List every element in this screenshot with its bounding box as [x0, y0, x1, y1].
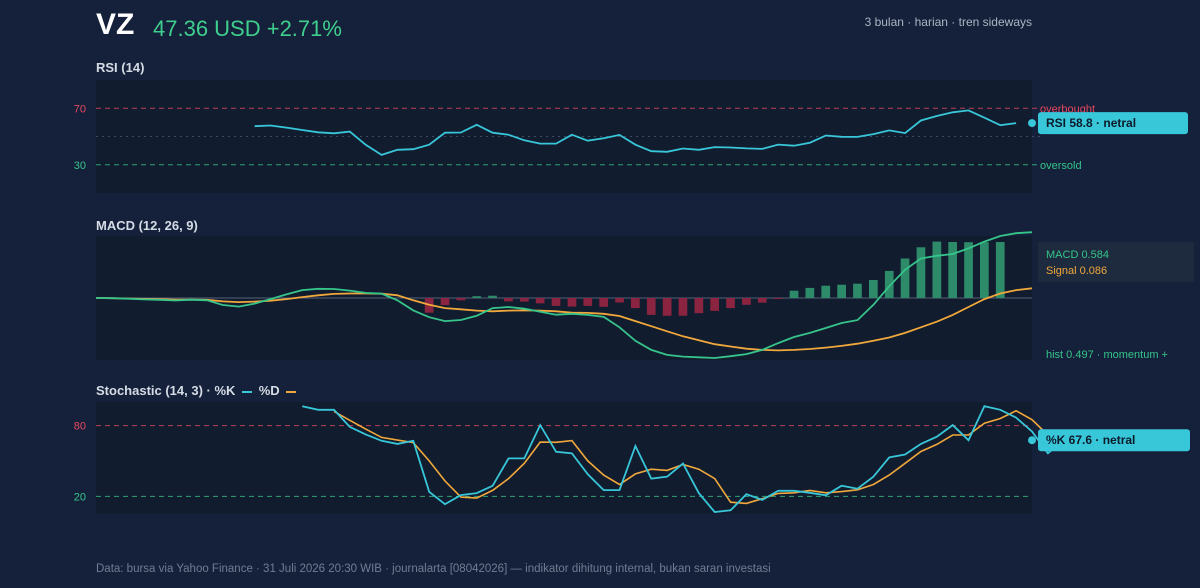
price-change: 47.36 USD +2.71%	[153, 16, 342, 41]
macd-hist-bar	[789, 290, 799, 298]
rsi-line	[254, 109, 1017, 156]
macd-hist-bar	[726, 298, 735, 309]
macd-hist-bar	[456, 298, 466, 301]
macd-legend-box	[1038, 242, 1194, 282]
rsi-last-point	[1028, 119, 1036, 128]
stoch-last-point	[1028, 436, 1036, 445]
stoch-d-legend-swatch	[286, 390, 297, 393]
macd-hist-bar	[884, 270, 894, 298]
macd-hist-bar	[805, 287, 815, 298]
macd-hist-bar	[837, 284, 846, 298]
macd-panel-title: MACD (12, 26, 9)	[96, 218, 198, 233]
macd-hist-bar	[504, 298, 513, 302]
macd-hist-bar	[520, 298, 529, 302]
macd-legend-macd: MACD 0.584	[1046, 249, 1109, 261]
rsi-ref-label-oversold: oversold	[1040, 160, 1082, 172]
macd-hist-bar	[916, 247, 926, 298]
macd-hist-bar	[900, 258, 910, 298]
stoch-value-label-text: %K 67.6 · netral	[1046, 433, 1135, 447]
macd-hist-bar	[995, 242, 1005, 298]
macd-hist-bar	[551, 298, 561, 306]
macd-hist-bar	[567, 298, 577, 307]
macd-hist-bar	[599, 298, 608, 307]
macd-hist-bar	[710, 298, 719, 311]
macd-hist-bar	[440, 298, 450, 306]
rsi-tick-label: 30	[74, 160, 86, 172]
macd-hist-bar	[678, 298, 688, 316]
macd-hist-bar	[646, 298, 656, 315]
ticker-symbol: VZ	[96, 8, 135, 41]
macd-hist-bar	[662, 298, 672, 316]
stoch-k-line	[302, 405, 1065, 513]
macd-line	[95, 231, 1033, 359]
macd-hist-bar	[980, 242, 989, 298]
rsi-tick-label: 70	[74, 103, 86, 115]
stoch-k-legend-swatch	[242, 390, 253, 393]
stoch-plot-area	[96, 402, 1032, 514]
macd-hist-bar	[488, 295, 497, 298]
macd-legend-signal: Signal 0.086	[1046, 265, 1107, 277]
macd-hist-bar	[932, 241, 942, 298]
macd-hist-label: hist 0.497 · momentum +	[1046, 349, 1168, 361]
macd-signal-line	[95, 287, 1033, 352]
macd-hist-bar	[869, 280, 878, 298]
macd-hist-bar	[472, 296, 482, 298]
stoch-panel-title: Stochastic (14, 3) · %K %D	[96, 383, 299, 398]
macd-hist-bar	[583, 298, 593, 306]
macd-hist-bar	[821, 285, 831, 298]
rsi-value-label-text: RSI 58.8 · netral	[1046, 116, 1136, 130]
stoch-d-line	[333, 409, 1064, 505]
stoch-value-label-box	[1038, 429, 1190, 452]
chart-subtitle: 3 bulan · harian · tren sideways	[864, 15, 1032, 29]
macd-hist-bar	[948, 242, 957, 298]
rsi-value-label-box	[1038, 112, 1188, 135]
stoch-tick-label: 20	[74, 491, 86, 503]
footer-source-note: Data: bursa via Yahoo Finance · 31 Juli …	[96, 563, 771, 575]
macd-hist-bar	[631, 298, 640, 309]
macd-hist-bar	[853, 283, 862, 298]
stoch-title-text: Stochastic (14, 3) · %K	[96, 383, 236, 398]
rsi-panel-title: RSI (14)	[96, 60, 145, 75]
stoch-tick-label: 80	[74, 421, 86, 433]
macd-hist-bar	[757, 298, 767, 303]
macd-hist-bar	[615, 298, 624, 303]
stoch-d-legend-label: %D	[258, 383, 280, 398]
macd-hist-bar	[742, 298, 751, 305]
macd-hist-bar	[535, 298, 545, 304]
macd-hist-bar	[964, 242, 973, 298]
macd-hist-bar	[773, 298, 783, 299]
macd-hist-bar	[694, 298, 704, 314]
